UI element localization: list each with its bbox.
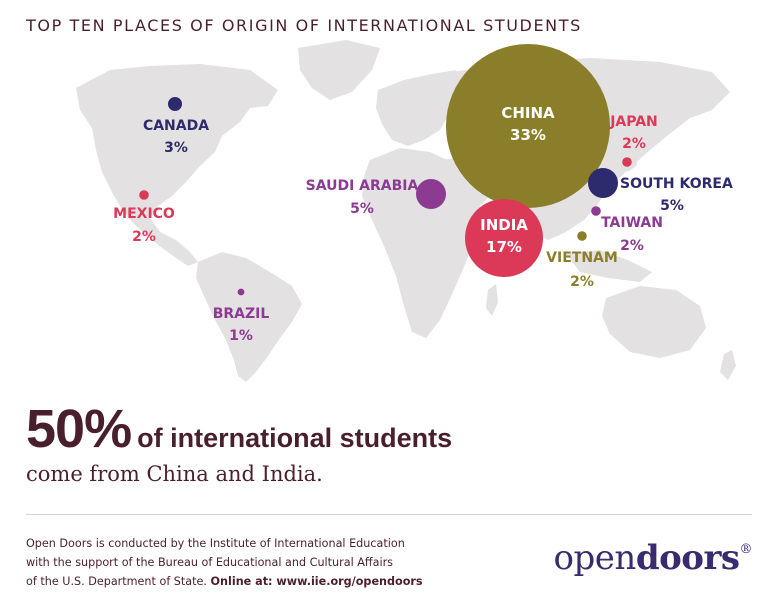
footer-divider: [26, 514, 752, 515]
bubble-labels: CHINA 33% INDIA 17% SOUTH KOREA 5% SAUDI ARABI…: [113, 104, 733, 344]
footer-line-3: of the U.S. Department of State.: [26, 575, 207, 588]
footer-online-link[interactable]: Online at: www.iie.org/opendoors: [210, 575, 423, 588]
madagascar-land: [486, 284, 498, 316]
australia-land: [602, 286, 706, 358]
label-china: CHINA: [501, 104, 555, 122]
value-saudi-arabia: 5%: [350, 201, 374, 217]
bubble-taiwan: [591, 206, 601, 216]
footer-line-3-wrap: of the U.S. Department of State. Online …: [26, 572, 446, 591]
value-mexico: 2%: [132, 229, 156, 245]
logo-registered-mark: ®: [739, 542, 753, 557]
value-japan: 2%: [622, 136, 646, 152]
value-india: 17%: [486, 238, 522, 256]
bubble-brazil: [237, 288, 245, 296]
north-america-land: [76, 64, 278, 266]
label-mexico: MEXICO: [113, 206, 175, 222]
value-vietnam: 2%: [570, 274, 594, 290]
chart-title: TOP TEN PLACES OF ORIGIN OF INTERNATIONA…: [26, 16, 582, 35]
logo-part-open: open: [553, 538, 637, 578]
europe-land: [376, 70, 462, 146]
footer-text: Open Doors is conducted by the Institute…: [26, 534, 446, 591]
bubble-india: [465, 199, 543, 277]
southeast-asia-islands-land: [566, 250, 652, 282]
headline-stat: 50% of international students: [26, 398, 452, 460]
bubble-canada: [168, 97, 182, 111]
new-zealand-land: [720, 350, 736, 380]
land-masses: [76, 40, 736, 382]
label-saudi-arabia: SAUDI ARABIA: [306, 178, 419, 194]
label-india: INDIA: [480, 216, 528, 234]
label-vietnam: VIETNAM: [546, 250, 618, 266]
south-america-land: [196, 252, 302, 382]
footer-line-2: with the support of the Bureau of Educat…: [26, 556, 393, 569]
label-taiwan: TAIWAN: [601, 215, 663, 231]
label-brazil: BRAZIL: [213, 306, 270, 322]
opendoors-logo: opendoors®: [553, 538, 753, 578]
headline-subline: come from China and India.: [26, 462, 323, 486]
label-canada: CANADA: [143, 118, 209, 134]
value-taiwan: 2%: [620, 238, 644, 254]
bubble-vietnam: [577, 231, 587, 241]
footer-line-1: Open Doors is conducted by the Institute…: [26, 537, 405, 550]
value-south-korea: 5%: [660, 198, 684, 214]
label-japan: JAPAN: [609, 114, 658, 130]
label-south-korea: SOUTH KOREA: [620, 176, 733, 192]
bubble-china: [446, 44, 610, 208]
headline-text: of international students: [137, 423, 453, 453]
headline-percent: 50%: [26, 399, 132, 459]
bubble-mexico: [139, 190, 149, 200]
value-china: 33%: [510, 126, 546, 144]
bubble-south-korea: [588, 168, 618, 198]
logo-part-doors: doors: [635, 538, 740, 578]
greenland-land: [298, 40, 380, 100]
bubble-japan: [622, 157, 632, 167]
bubble-saudi-arabia: [416, 179, 446, 209]
value-canada: 3%: [164, 140, 188, 156]
value-brazil: 1%: [229, 328, 253, 344]
bubbles: [139, 44, 632, 296]
